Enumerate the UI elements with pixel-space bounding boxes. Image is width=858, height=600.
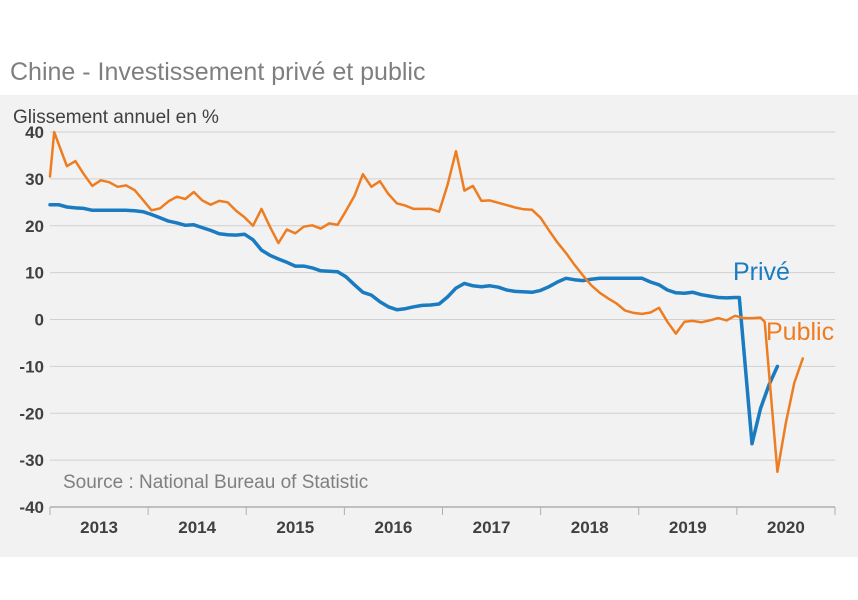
x-tick-label-2020: 2020 (767, 518, 805, 537)
plot-background (0, 95, 858, 557)
y-tick-label: 0 (35, 311, 44, 330)
y-tick-label: -20 (19, 404, 44, 423)
x-tick-label-2013: 2013 (80, 518, 118, 537)
x-tick-label-2015: 2015 (276, 518, 314, 537)
y-axis-title: Glissement annuel en % (13, 107, 219, 128)
x-tick-label-2017: 2017 (473, 518, 511, 537)
series-line-public (48, 130, 805, 474)
y-tick-label: 30 (25, 170, 44, 189)
source-note: Source : National Bureau of Statistic (63, 472, 368, 493)
y-tick-label: -40 (19, 498, 44, 517)
y-tick-label: 40 (25, 123, 44, 142)
x-tick-label-2018: 2018 (571, 518, 609, 537)
series-label-public: Public (766, 318, 834, 346)
series-line-prive (48, 202, 780, 446)
y-tick-label: -30 (19, 451, 44, 470)
x-tick-label-2019: 2019 (669, 518, 707, 537)
axes: 40 30 20 10 0 -10 -20 -30 -40 2013 2014 2015 2016 201… (19, 123, 836, 537)
x-tick-label-2016: 2016 (375, 518, 413, 537)
series-label-prive: Privé (733, 258, 790, 286)
series-lines (48, 130, 805, 474)
y-tick-label: -10 (19, 357, 44, 376)
chart-title: Chine - Investissement privé et public (10, 58, 425, 86)
y-tick-label: 20 (25, 217, 44, 236)
y-tick-label: 10 (25, 264, 44, 283)
x-tick-label-2014: 2014 (178, 518, 216, 537)
